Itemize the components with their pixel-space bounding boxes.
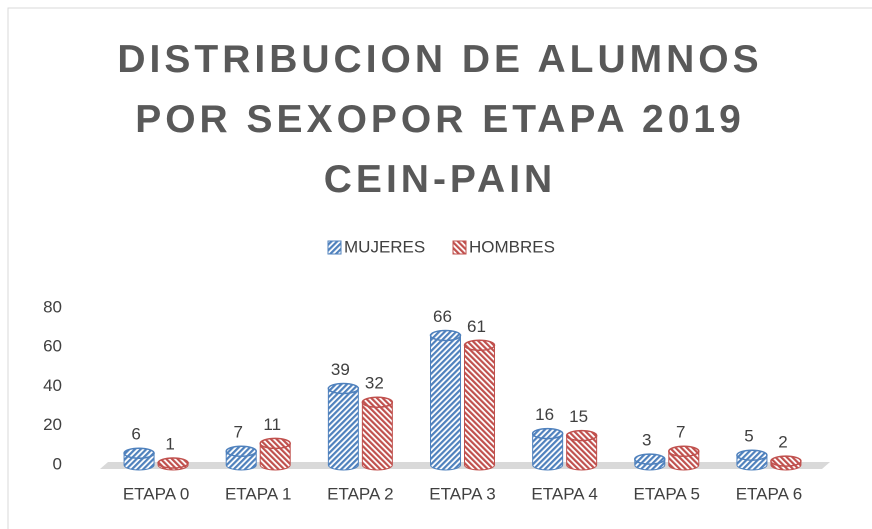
x-tick-label: ETAPA 1 (225, 484, 291, 503)
legend-swatch (452, 240, 467, 255)
cylinder-top (225, 445, 257, 458)
cylinder (736, 449, 768, 471)
cylinder (361, 396, 394, 471)
cylinder (668, 445, 700, 471)
data-label: 3 (642, 431, 651, 450)
data-label: 7 (676, 423, 685, 442)
legend-label: HOMBRES (469, 237, 555, 256)
cylinder (634, 453, 666, 471)
cylinder-top (770, 455, 802, 467)
cylinder-top (361, 396, 394, 408)
cylinder-top (531, 427, 564, 440)
cylinder-body (532, 433, 564, 471)
cylinder-top (565, 429, 598, 442)
data-label: 61 (467, 317, 486, 336)
cylinder-body (259, 442, 291, 471)
y-tick-label: 20 (43, 415, 62, 434)
data-label: 32 (365, 374, 384, 393)
chart-title: DISTRIBUCION DE ALUMNOS POR SEXOPOR ETAP… (117, 38, 763, 201)
data-label: 1 (165, 435, 174, 454)
cylinder (157, 457, 189, 471)
y-tick-label: 80 (43, 297, 62, 316)
cylinder (327, 382, 360, 471)
y-tick-label: 40 (43, 376, 62, 395)
x-tick-label: ETAPA 5 (634, 484, 700, 503)
cylinder-top (634, 453, 666, 465)
cylinder-top (259, 437, 291, 450)
data-label: 66 (433, 307, 452, 326)
cylinder-top (463, 339, 496, 352)
cylinder (463, 339, 496, 471)
x-tick-label: ETAPA 4 (531, 484, 597, 503)
cylinder (565, 429, 598, 471)
data-label: 5 (744, 427, 753, 446)
data-label: 7 (233, 423, 242, 442)
data-label: 2 (778, 433, 787, 452)
cylinder-body (464, 344, 495, 471)
cylinder-top (668, 445, 700, 458)
cylinder (259, 437, 291, 471)
cylinder-body (327, 387, 359, 471)
legend-label: MUJERES (344, 237, 425, 256)
data-label: 16 (535, 405, 554, 424)
x-tick-label: ETAPA 3 (429, 484, 495, 503)
cylinder-body (361, 401, 393, 471)
cylinder (225, 445, 257, 471)
data-label: 39 (331, 360, 350, 379)
cylinder-body (566, 435, 598, 471)
cylinder (429, 329, 462, 471)
data-label: 15 (569, 407, 588, 426)
x-tick-label: ETAPA 0 (123, 484, 189, 503)
chart-border (7, 7, 872, 529)
y-tick-label: 60 (43, 337, 62, 356)
cylinder (123, 447, 155, 471)
cylinder-top (123, 447, 155, 459)
x-tick-label: ETAPA 6 (736, 484, 802, 503)
cylinder-body (430, 334, 461, 471)
data-label: 6 (131, 425, 140, 444)
cylinder (531, 427, 564, 471)
data-label: 11 (263, 415, 281, 434)
y-tick-label: 0 (53, 454, 62, 473)
cylinder (770, 455, 802, 471)
cylinder-top (429, 329, 462, 342)
cylinder-top (327, 382, 360, 395)
cylinder-top (157, 457, 189, 469)
x-tick-label: ETAPA 2 (327, 484, 393, 503)
legend-swatch (327, 240, 342, 255)
cylinder-top (736, 449, 768, 461)
